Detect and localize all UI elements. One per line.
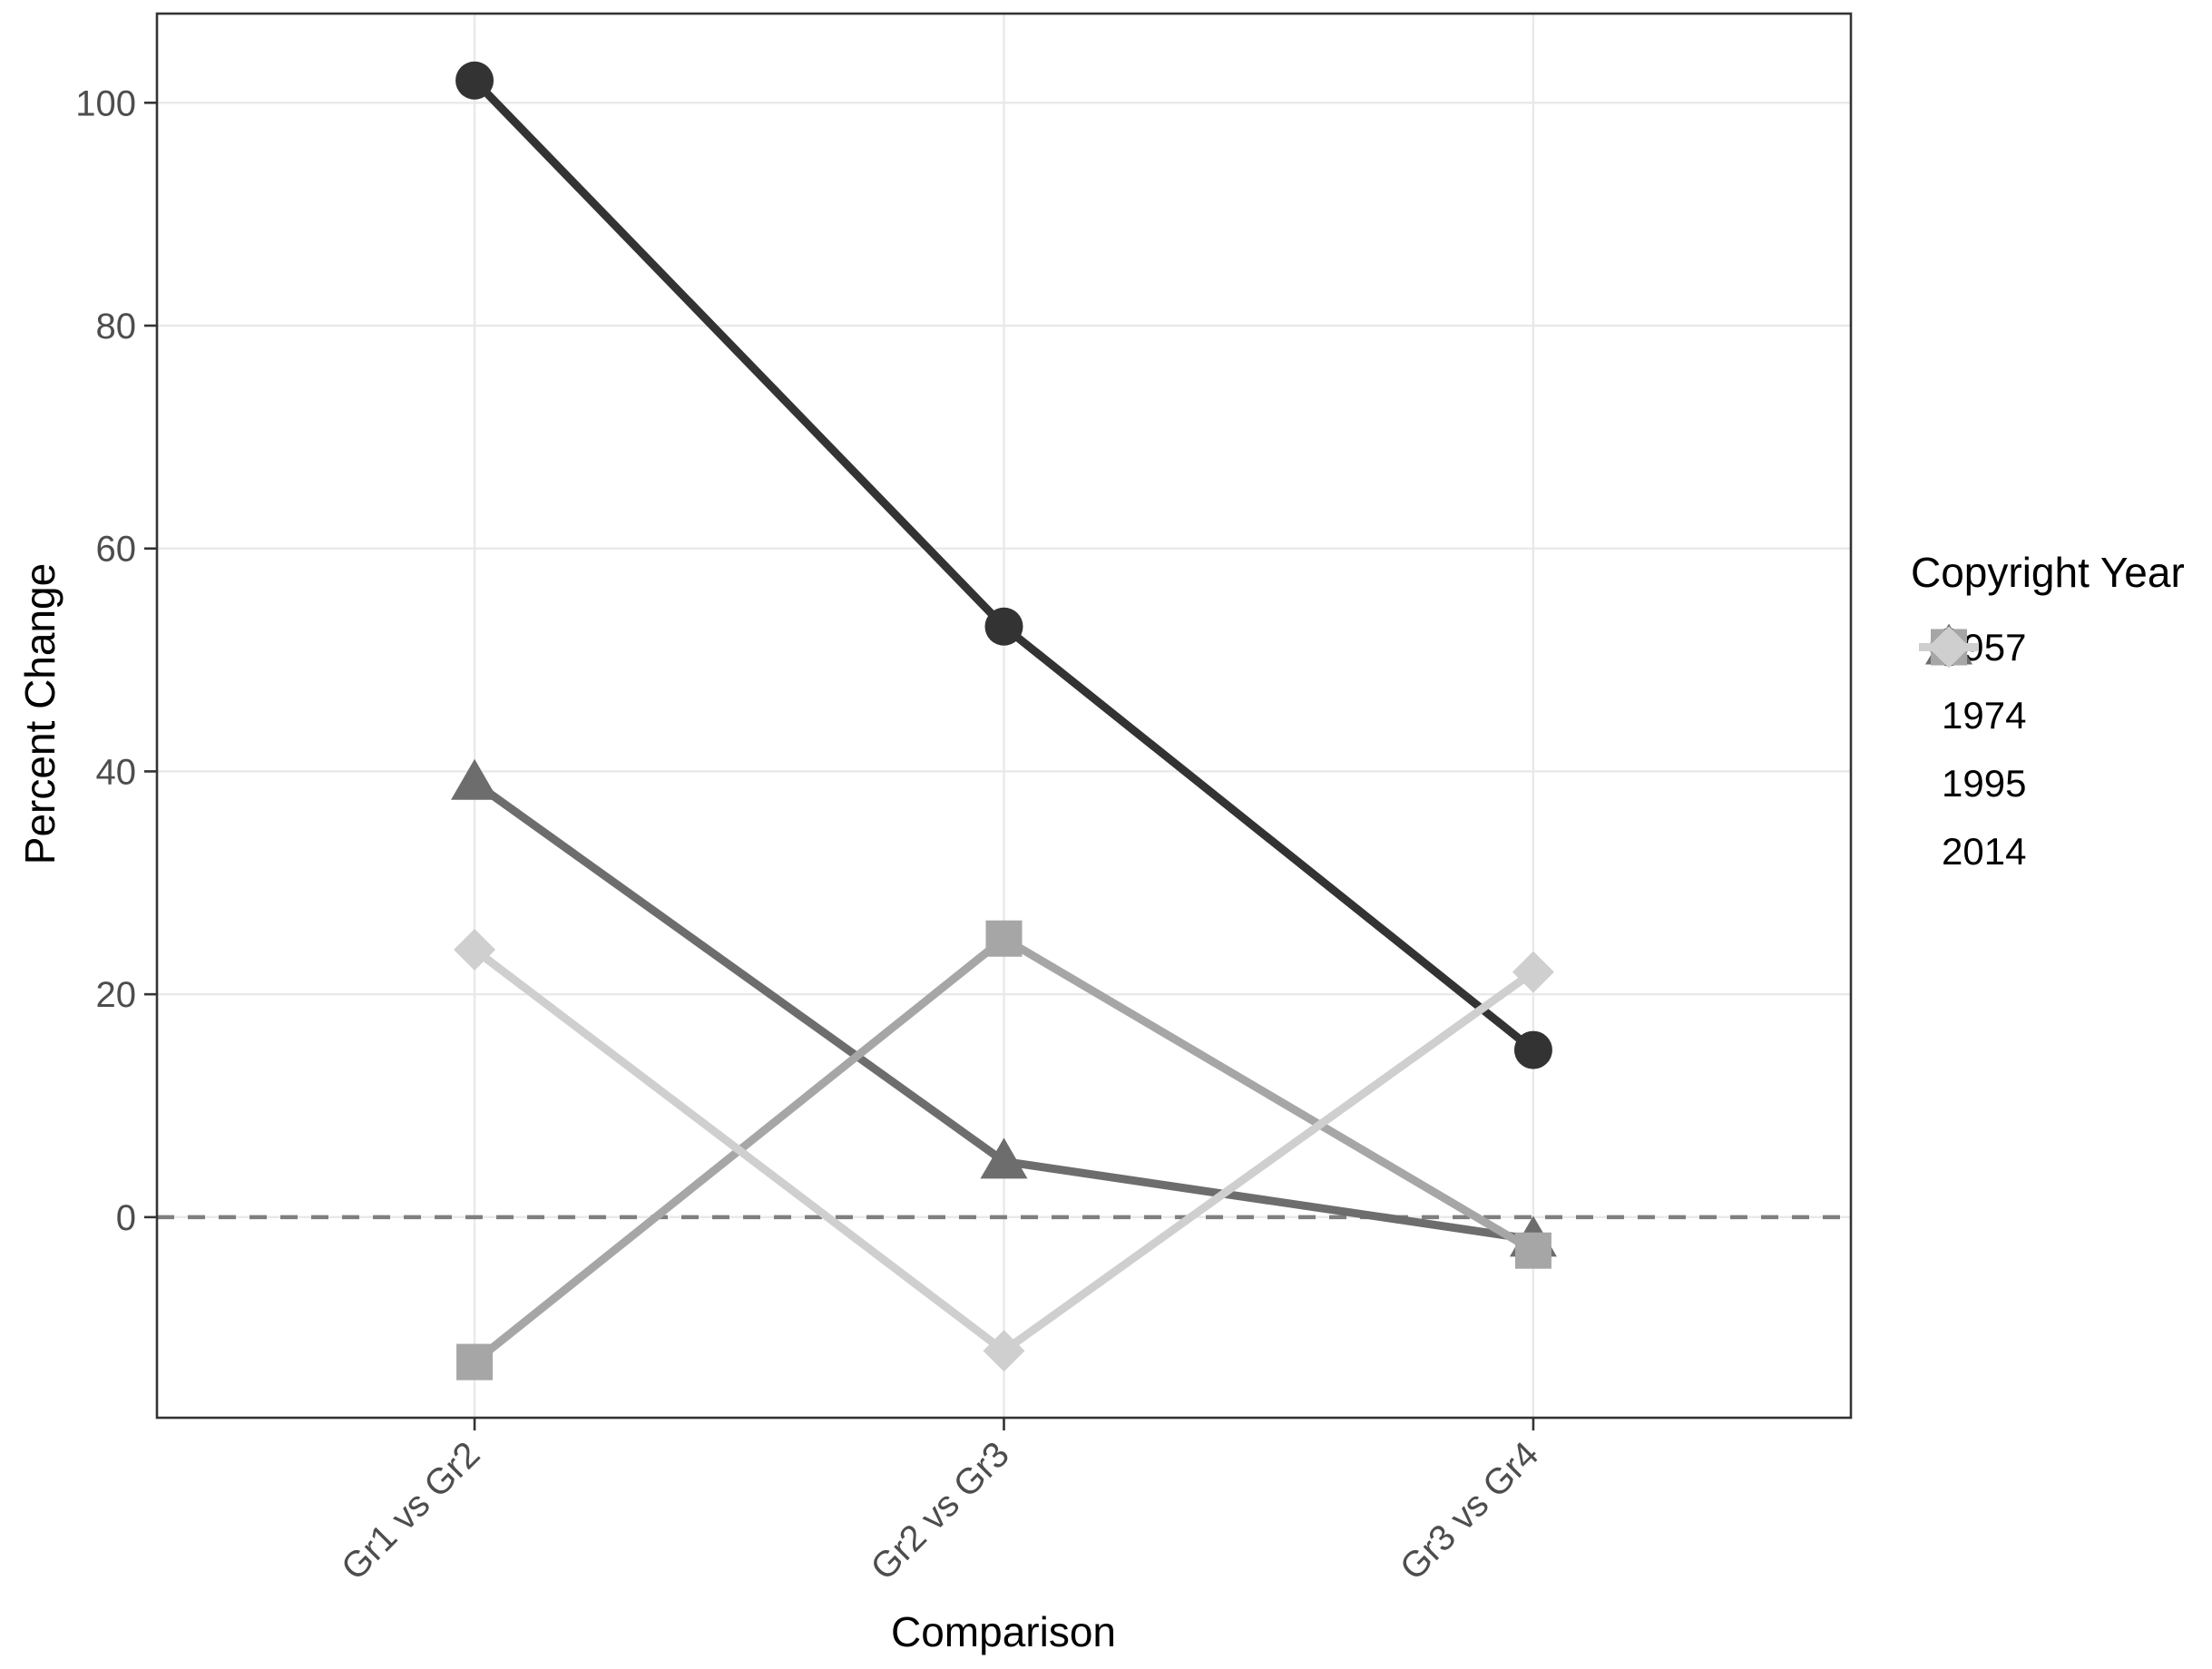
legend-items: 1957 1974 1995 2014 [1918, 613, 2026, 885]
x-tick-label: Gr1 vs Gr2 [334, 1434, 487, 1587]
y-axis-title: Percent Change [16, 562, 64, 865]
marker-1957-Gr2 vs Gr3 [984, 607, 1023, 646]
legend-item-2014: 2014 [1918, 626, 2027, 885]
legend-item-label: 1995 [1942, 761, 2027, 805]
marker-1974-Gr2 vs Gr3 [980, 1137, 1028, 1179]
marker-2014-Gr1 vs Gr2 [454, 929, 496, 971]
x-tick-label: Gr3 vs Gr4 [1393, 1434, 1546, 1587]
y-tick-label: 100 [75, 83, 136, 123]
legend-title: Copyright Year [1911, 549, 2185, 596]
x-axis-title: Comparison [891, 1608, 1116, 1655]
legend-key-diamond-icon [1919, 626, 1979, 669]
marker-1995-Gr1 vs Gr2 [456, 1343, 494, 1381]
legend-item-label: 1974 [1942, 693, 2027, 737]
y-tick-label: 20 [96, 975, 137, 1015]
marker-1995-Gr2 vs Gr3 [985, 920, 1023, 957]
marker-1957-Gr3 vs Gr4 [1513, 1030, 1552, 1069]
marker-2014-Gr3 vs Gr4 [1512, 951, 1554, 993]
marker-1995-Gr3 vs Gr4 [1514, 1232, 1551, 1269]
legend-item-1974: 1974 [1918, 623, 2027, 749]
legend-item-label: 2014 [1942, 829, 2027, 873]
x-tick-label: Gr2 vs Gr3 [863, 1434, 1016, 1587]
y-tick-label: 60 [96, 530, 137, 570]
legend-item-1995: 1995 [1918, 629, 2027, 817]
y-tick-label: 0 [116, 1198, 136, 1238]
y-tick-label: 40 [96, 752, 137, 792]
marker-1974-Gr1 vs Gr2 [451, 758, 499, 800]
marker-1957-Gr1 vs Gr2 [455, 61, 494, 100]
marker-2014-Gr2 vs Gr3 [983, 1330, 1025, 1372]
y-tick-label: 80 [96, 307, 137, 346]
